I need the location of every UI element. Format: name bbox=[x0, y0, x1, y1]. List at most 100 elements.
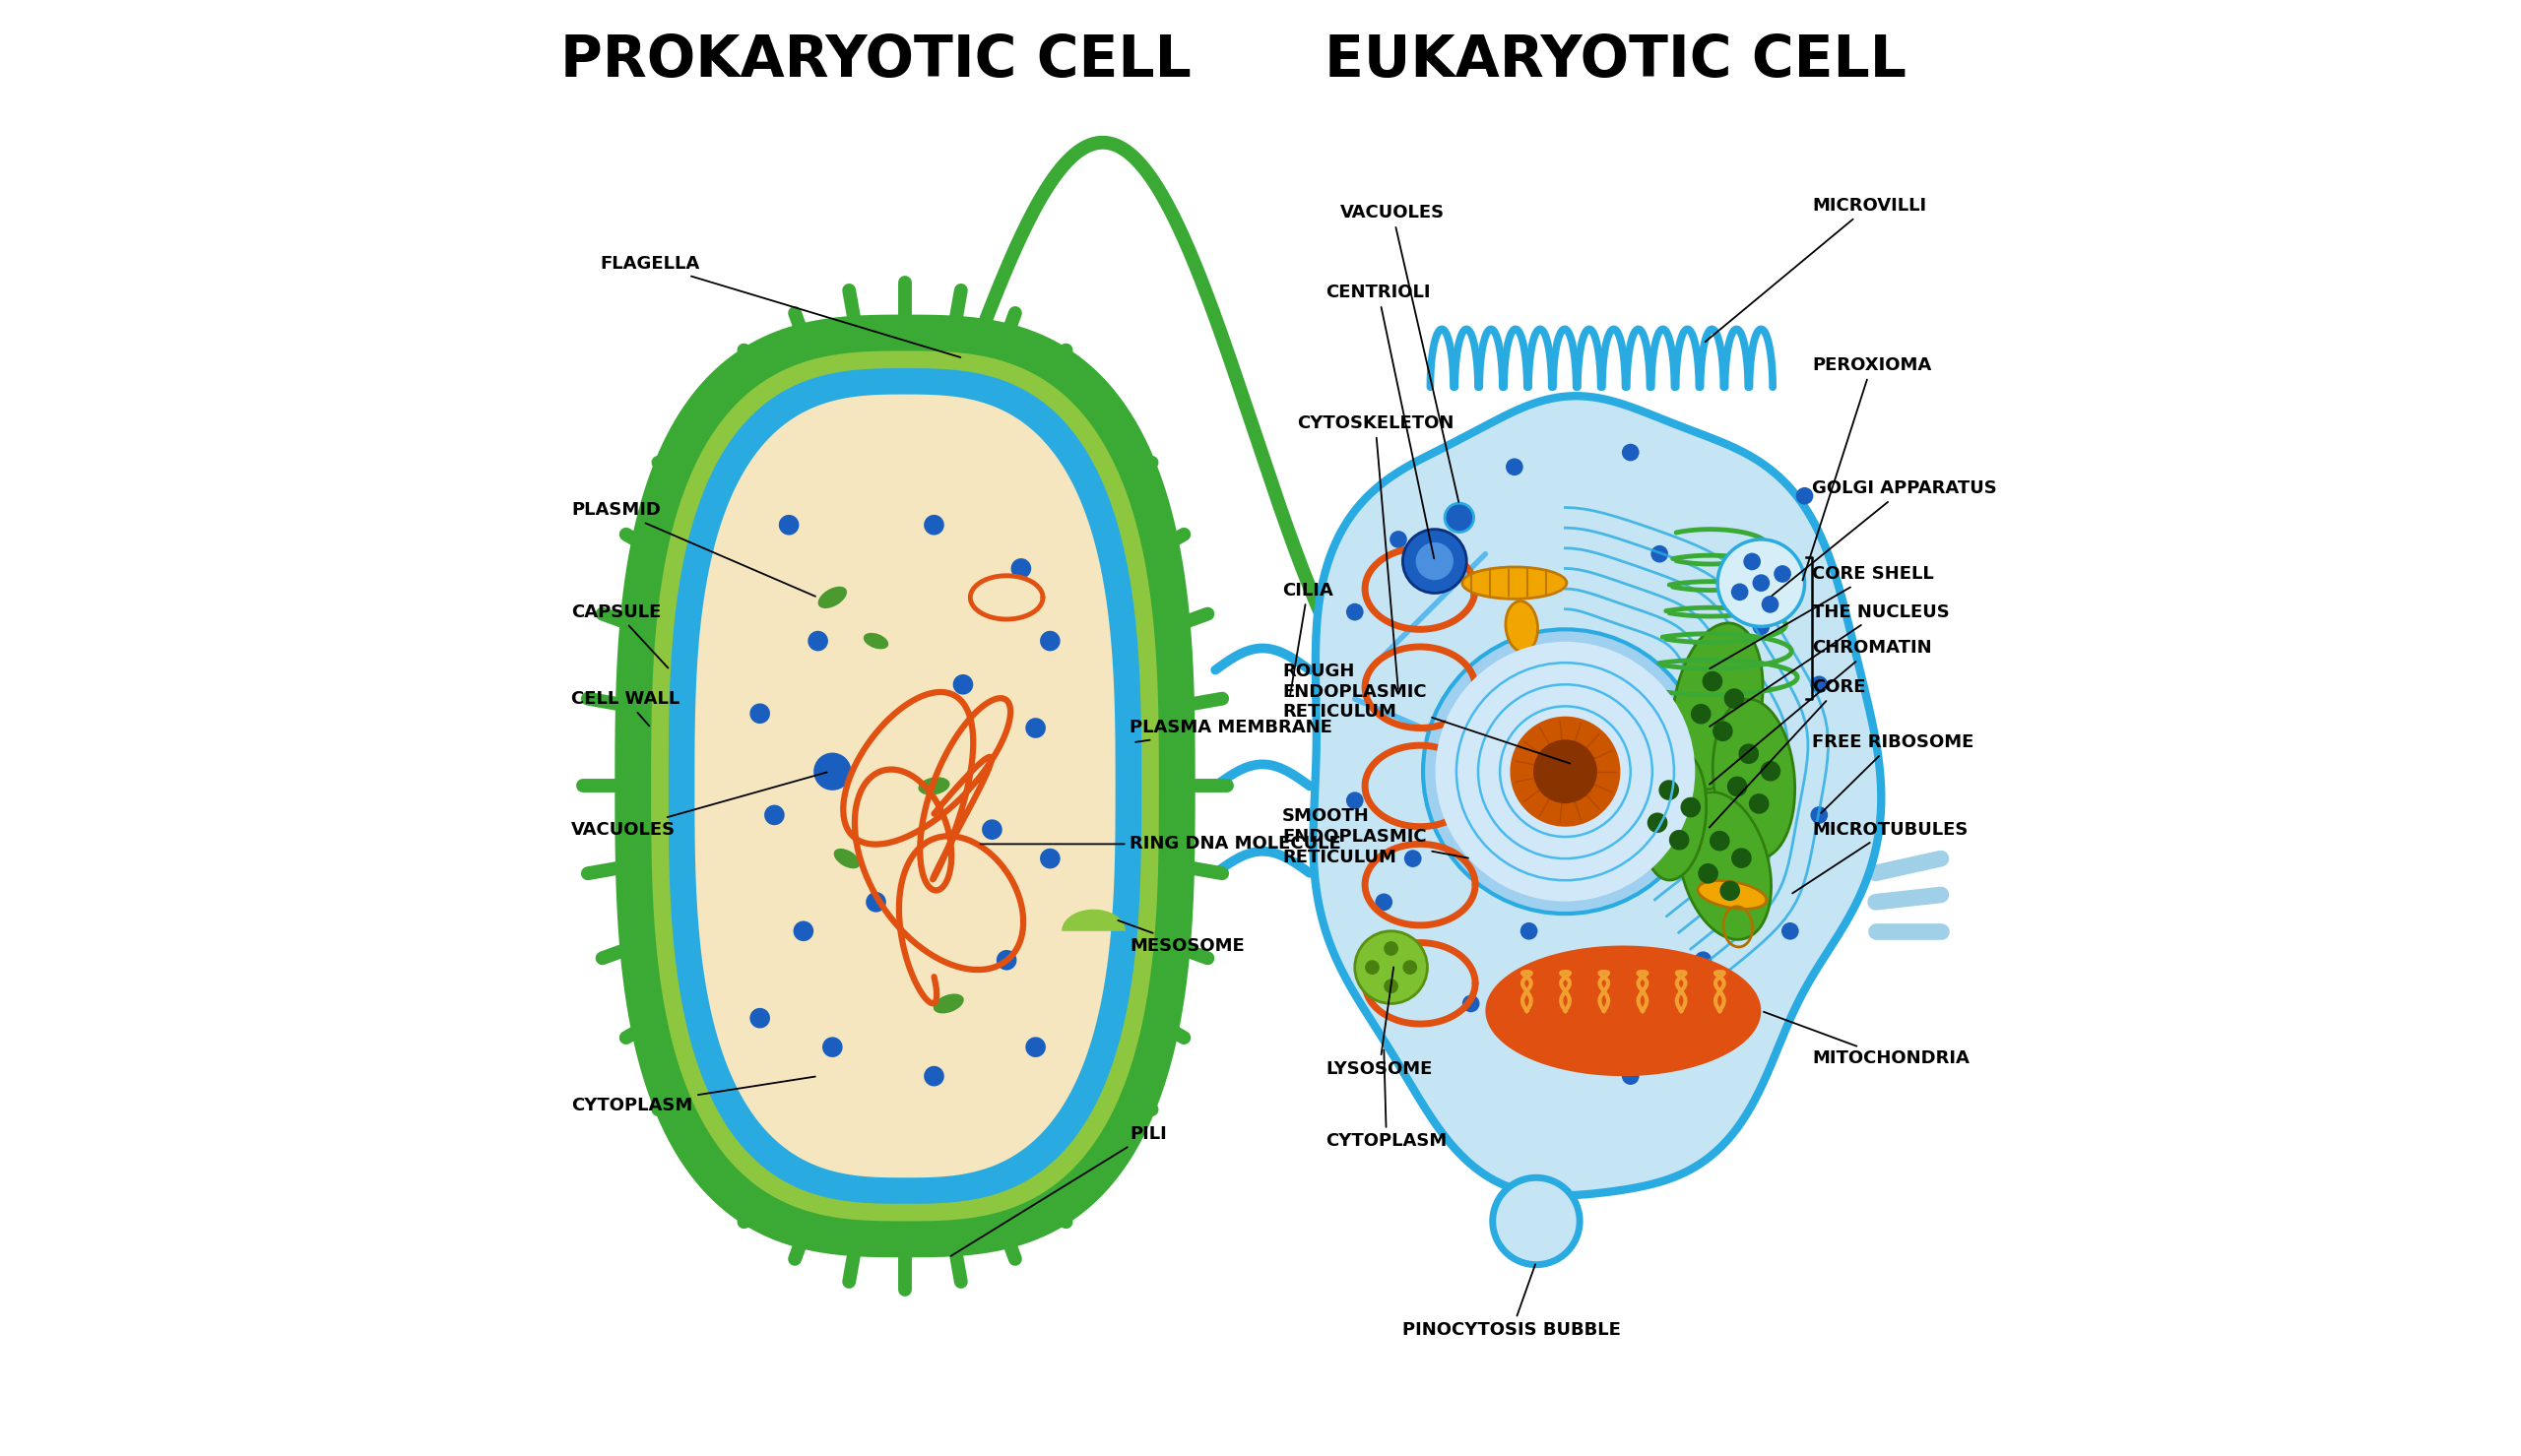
Circle shape bbox=[822, 1037, 842, 1057]
Text: MICROVILLI: MICROVILLI bbox=[1704, 197, 1926, 342]
Circle shape bbox=[865, 893, 887, 913]
Circle shape bbox=[1719, 881, 1739, 901]
Text: LYSOSOME: LYSOSOME bbox=[1326, 967, 1432, 1077]
Text: ROUGH
ENDOPLASMIC
RETICULUM: ROUGH ENDOPLASMIC RETICULUM bbox=[1283, 662, 1571, 763]
Circle shape bbox=[1692, 703, 1712, 724]
Circle shape bbox=[1810, 676, 1828, 693]
Circle shape bbox=[1712, 721, 1732, 741]
Text: CELL WALL: CELL WALL bbox=[572, 690, 681, 727]
Ellipse shape bbox=[1671, 623, 1762, 789]
Text: VACUOLES: VACUOLES bbox=[572, 772, 827, 839]
Circle shape bbox=[1535, 632, 1553, 649]
Text: MITOCHONDRIA: MITOCHONDRIA bbox=[1765, 1012, 1969, 1067]
Text: RING DNA MOLECULE: RING DNA MOLECULE bbox=[981, 836, 1341, 853]
Circle shape bbox=[1404, 850, 1422, 868]
Circle shape bbox=[1462, 994, 1480, 1012]
Ellipse shape bbox=[817, 587, 847, 609]
Circle shape bbox=[1505, 459, 1523, 476]
Text: SMOOTH
ENDOPLASMIC
RETICULUM: SMOOTH ENDOPLASMIC RETICULUM bbox=[1283, 808, 1467, 866]
Circle shape bbox=[1724, 689, 1745, 709]
Text: MICROTUBULES: MICROTUBULES bbox=[1792, 821, 1969, 894]
Text: PEROXIOMA: PEROXIOMA bbox=[1803, 357, 1931, 581]
Circle shape bbox=[1364, 960, 1379, 974]
Ellipse shape bbox=[1679, 792, 1772, 939]
Circle shape bbox=[1702, 671, 1722, 692]
Circle shape bbox=[1346, 603, 1364, 620]
Circle shape bbox=[1750, 794, 1770, 814]
Text: THE NUCLEUS: THE NUCLEUS bbox=[1709, 603, 1949, 727]
Circle shape bbox=[1621, 444, 1639, 462]
Circle shape bbox=[1346, 792, 1364, 810]
Circle shape bbox=[1659, 780, 1679, 801]
Circle shape bbox=[1462, 705, 1480, 722]
Circle shape bbox=[1026, 1037, 1046, 1057]
Text: CILIA: CILIA bbox=[1283, 581, 1334, 696]
Text: FREE RIBOSOME: FREE RIBOSOME bbox=[1813, 734, 1974, 812]
Circle shape bbox=[1520, 922, 1538, 939]
Circle shape bbox=[764, 805, 784, 826]
Polygon shape bbox=[1061, 910, 1124, 930]
Circle shape bbox=[1732, 584, 1750, 601]
Circle shape bbox=[1041, 849, 1061, 869]
Text: PLASMA MEMBRANE: PLASMA MEMBRANE bbox=[1129, 719, 1334, 743]
Circle shape bbox=[1651, 545, 1669, 562]
Text: CHROMATIN: CHROMATIN bbox=[1709, 639, 1931, 785]
Circle shape bbox=[814, 753, 852, 791]
Circle shape bbox=[1384, 941, 1399, 955]
Circle shape bbox=[807, 630, 827, 651]
Text: CYTOSKELETON: CYTOSKELETON bbox=[1296, 415, 1455, 689]
Ellipse shape bbox=[918, 778, 950, 795]
Circle shape bbox=[1669, 830, 1689, 850]
Ellipse shape bbox=[834, 849, 860, 869]
Circle shape bbox=[1417, 542, 1455, 579]
Circle shape bbox=[1445, 504, 1475, 533]
Polygon shape bbox=[615, 314, 1195, 1258]
Text: PILI: PILI bbox=[950, 1125, 1167, 1257]
Text: CORE SHELL: CORE SHELL bbox=[1709, 565, 1934, 668]
Ellipse shape bbox=[1641, 750, 1707, 879]
Circle shape bbox=[1646, 812, 1666, 833]
Text: EUKARYOTIC CELL: EUKARYOTIC CELL bbox=[1326, 32, 1906, 89]
Circle shape bbox=[1727, 776, 1747, 796]
Circle shape bbox=[981, 820, 1003, 840]
Text: CORE: CORE bbox=[1709, 678, 1866, 827]
Circle shape bbox=[1717, 539, 1805, 626]
Circle shape bbox=[1739, 744, 1760, 764]
Ellipse shape bbox=[865, 633, 887, 649]
Text: GOLGI APPARATUS: GOLGI APPARATUS bbox=[1772, 480, 1997, 596]
Circle shape bbox=[1775, 565, 1792, 582]
Circle shape bbox=[923, 1066, 945, 1086]
Text: VACUOLES: VACUOLES bbox=[1341, 204, 1460, 502]
Text: CYTOPLASM: CYTOPLASM bbox=[1326, 1050, 1447, 1150]
Circle shape bbox=[749, 703, 769, 724]
Circle shape bbox=[1699, 863, 1719, 884]
Circle shape bbox=[1682, 798, 1702, 817]
Circle shape bbox=[1694, 951, 1712, 968]
Text: MESOSOME: MESOSOME bbox=[1117, 920, 1245, 955]
Circle shape bbox=[1679, 705, 1697, 722]
Polygon shape bbox=[650, 351, 1160, 1222]
Circle shape bbox=[1782, 922, 1800, 939]
Polygon shape bbox=[668, 368, 1142, 1204]
Circle shape bbox=[1810, 807, 1828, 824]
Circle shape bbox=[1745, 553, 1760, 571]
Circle shape bbox=[1011, 558, 1031, 578]
Circle shape bbox=[1533, 740, 1598, 804]
Circle shape bbox=[1402, 530, 1467, 593]
Circle shape bbox=[779, 515, 799, 534]
Ellipse shape bbox=[1462, 566, 1566, 598]
Ellipse shape bbox=[1505, 601, 1538, 652]
Circle shape bbox=[1389, 531, 1407, 547]
Polygon shape bbox=[696, 395, 1114, 1178]
Circle shape bbox=[1492, 1178, 1581, 1265]
Circle shape bbox=[1709, 831, 1729, 850]
Circle shape bbox=[953, 674, 973, 695]
Text: CAPSULE: CAPSULE bbox=[572, 603, 668, 668]
Polygon shape bbox=[1313, 396, 1881, 1195]
Ellipse shape bbox=[1697, 881, 1767, 909]
Circle shape bbox=[1354, 930, 1427, 1003]
Ellipse shape bbox=[1712, 699, 1795, 859]
Circle shape bbox=[923, 515, 945, 534]
Text: FLAGELLA: FLAGELLA bbox=[600, 255, 961, 357]
Text: CYTOPLASM: CYTOPLASM bbox=[572, 1076, 814, 1114]
